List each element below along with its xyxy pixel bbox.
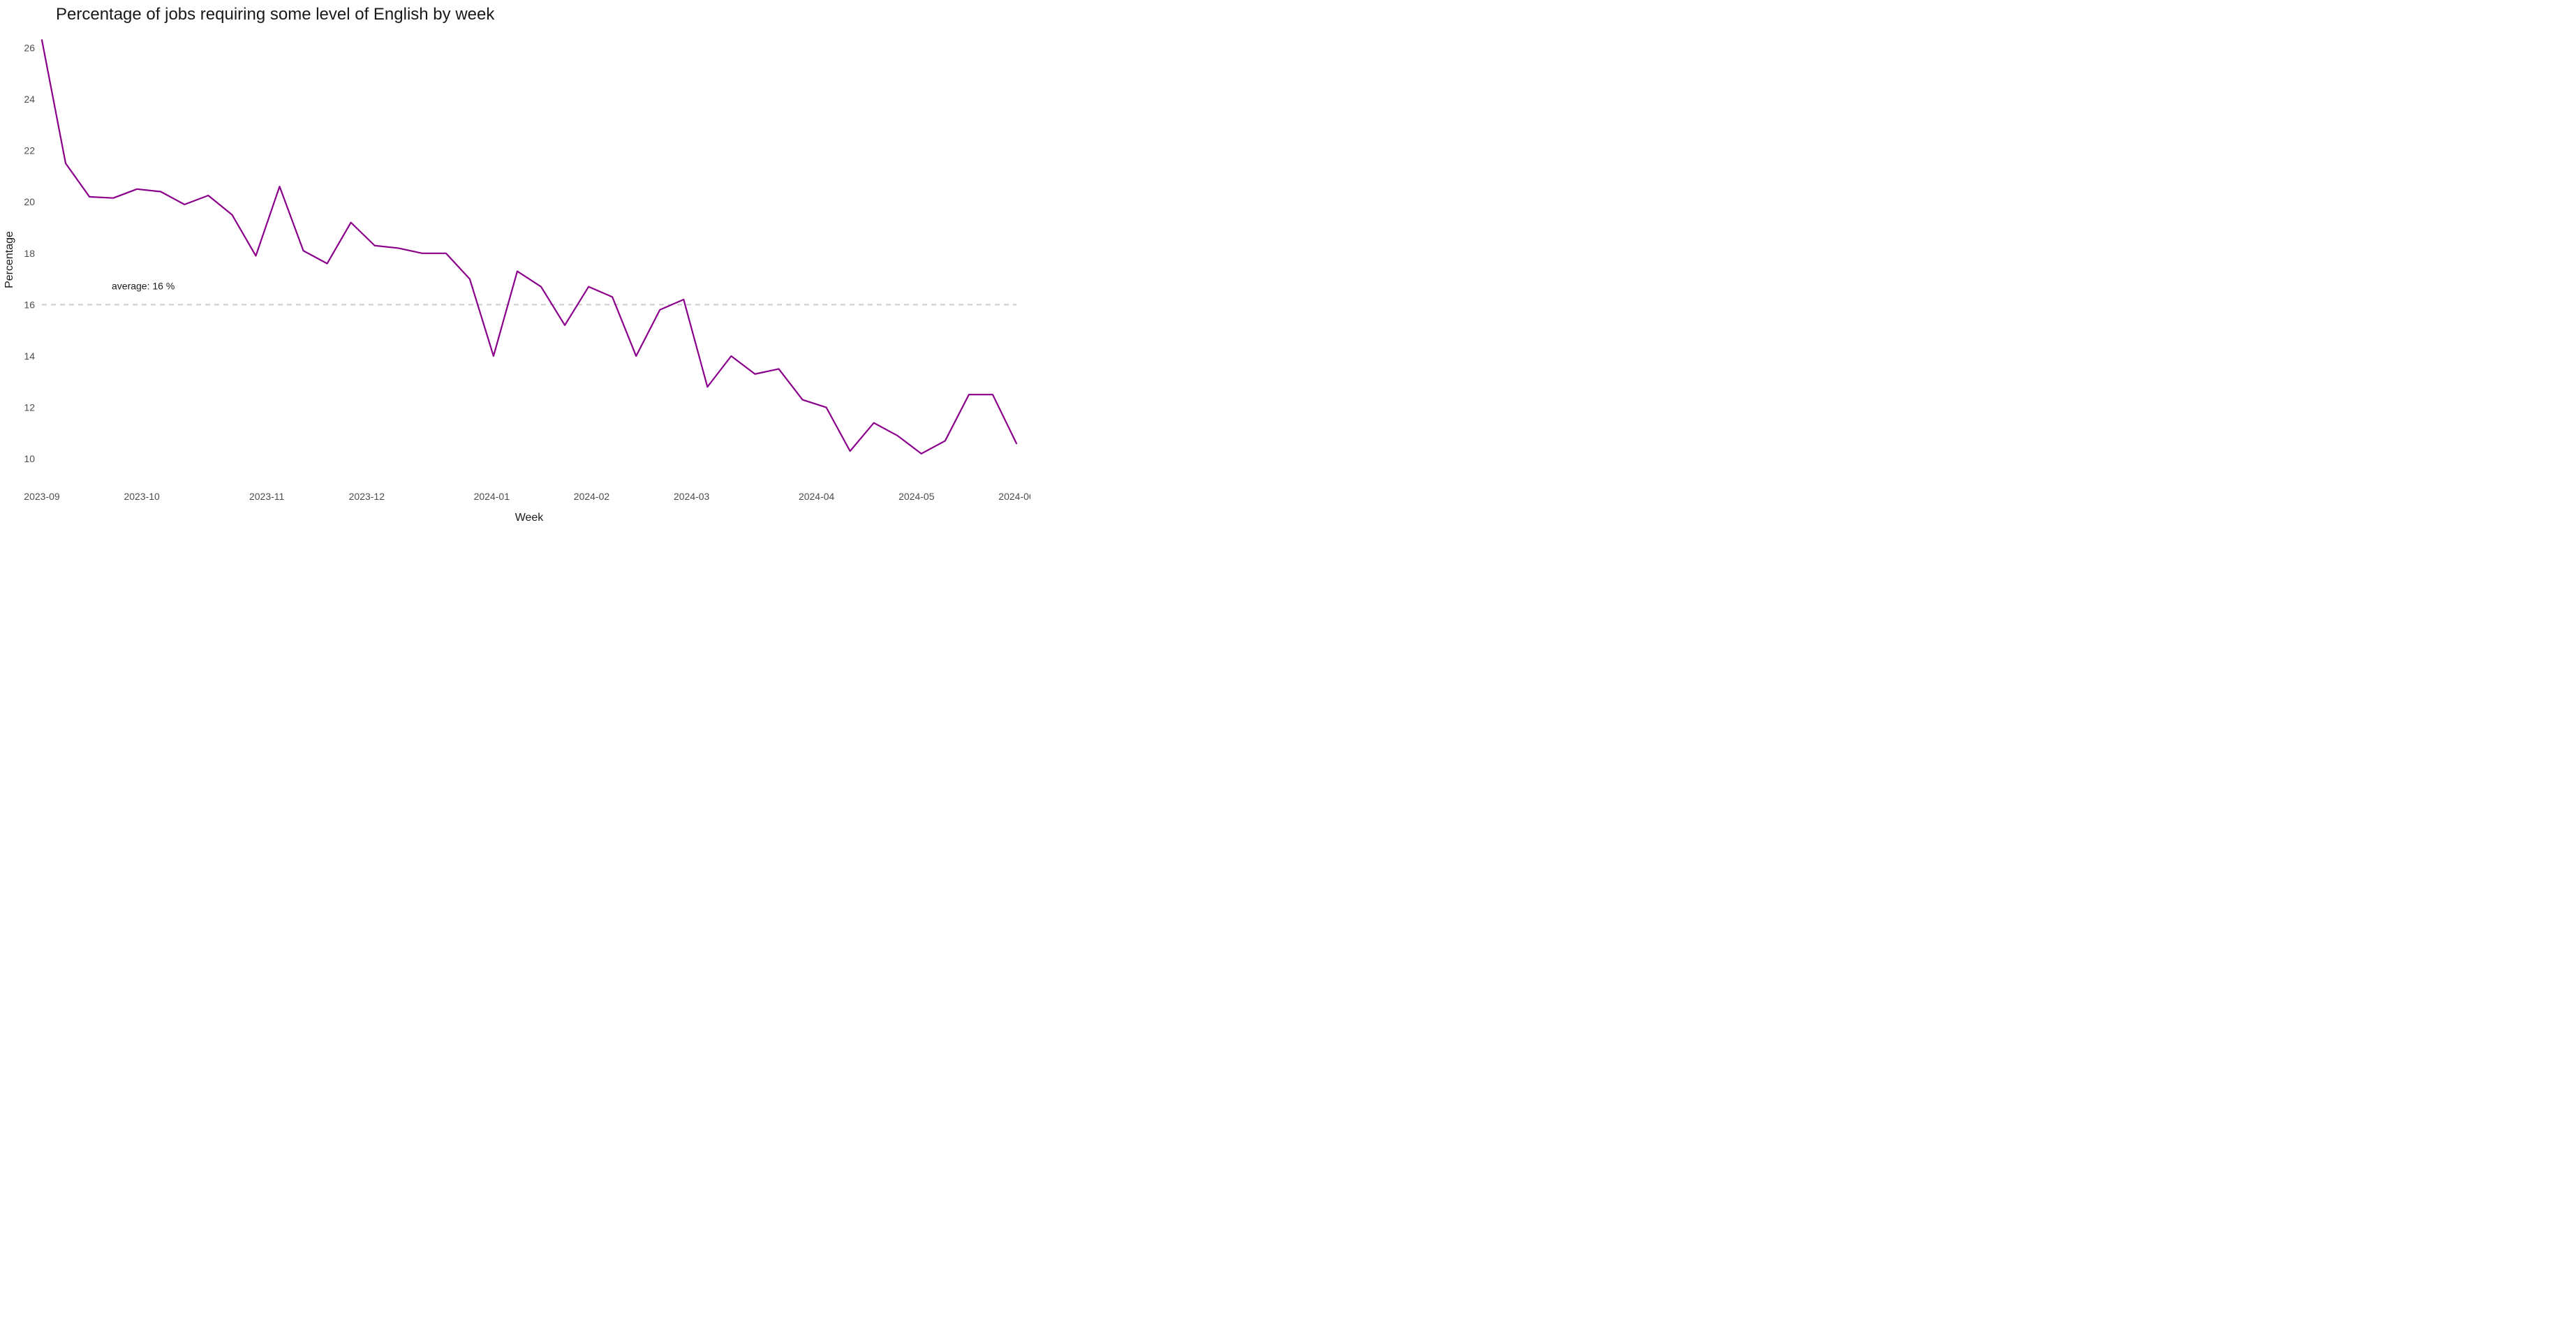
x-tick-label: 2023-11 [249,491,285,502]
x-tick-label: 2024-05 [898,491,935,502]
average-label: average: 16 % [112,280,175,291]
y-tick-label: 16 [24,299,35,310]
y-tick-label: 14 [24,350,35,362]
line-chart: Percentage of jobs requiring some level … [0,0,1030,529]
x-tick-label: 2024-04 [799,491,835,502]
y-tick-label: 20 [24,196,35,207]
y-tick-label: 24 [24,94,35,105]
chart-svg: Percentage of jobs requiring some level … [0,0,1030,529]
y-axis-label: Percentage [3,231,15,288]
x-tick-label: 2023-12 [349,491,385,502]
x-tick-label: 2023-09 [24,491,60,502]
y-tick-label: 12 [24,402,35,413]
data-line [42,40,1016,453]
x-tick-label: 2024-03 [674,491,710,502]
y-tick-label: 22 [24,145,35,156]
y-tick-label: 18 [24,248,35,259]
x-tick-label: 2024-01 [474,491,510,502]
y-tick-label: 26 [24,42,35,53]
x-tick-label: 2024-02 [574,491,610,502]
x-tick-label: 2024-06 [998,491,1030,502]
x-axis-label: Week [515,512,545,524]
y-tick-label: 10 [24,453,35,464]
chart-title: Percentage of jobs requiring some level … [56,5,495,24]
x-tick-label: 2023-10 [124,491,160,502]
